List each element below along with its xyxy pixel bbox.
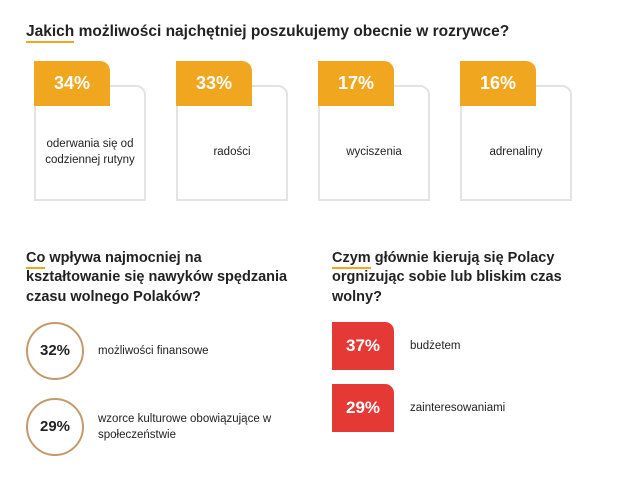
ring-label: możliwości finansowe <box>98 343 209 359</box>
section2-title: Co wpływa najmocniej na kształtowanie si… <box>26 249 298 308</box>
stat-card-label: oderwania się od codziennej rutyny <box>44 137 136 168</box>
box-label: budżetem <box>410 340 461 352</box>
section2: Co wpływa najmocniej na kształtowanie si… <box>26 249 298 474</box>
box-label: zainteresowaniami <box>410 402 505 414</box>
ring-pct: 32% <box>26 322 84 380</box>
box-stat: 29% zainteresowaniami <box>332 384 604 432</box>
stat-card-pct: 17% <box>318 61 394 106</box>
bottom-columns: Co wpływa najmocniej na kształtowanie si… <box>26 249 604 474</box>
stat-card-pct: 34% <box>34 61 110 106</box>
ring-label: wzorce kulturowe obowiązujące w społecze… <box>98 411 298 443</box>
section1-cards: 34% oderwania się od codziennej rutyny 3… <box>26 61 604 201</box>
section2-title-lead: Co <box>26 250 45 269</box>
box-pct: 29% <box>332 384 394 432</box>
section1-title-rest: możliwości najchętniej poszukujemy obecn… <box>74 23 509 40</box>
ring-stat: 32% możliwości finansowe <box>26 322 298 380</box>
section3-title: Czym głównie kierują się Polacy orgnizuj… <box>332 249 604 308</box>
stat-card: 34% oderwania się od codziennej rutyny <box>34 61 146 201</box>
stat-card-label: radości <box>213 145 250 161</box>
section3: Czym głównie kierują się Polacy orgnizuj… <box>332 249 604 474</box>
section2-title-rest: wpływa najmocniej na kształtowanie się n… <box>26 250 287 305</box>
section3-title-lead: Czym <box>332 250 371 269</box>
stat-card-pct: 16% <box>460 61 536 106</box>
ring-pct: 29% <box>26 398 84 456</box>
stat-card: 17% wyciszenia <box>318 61 430 201</box>
infographic-page: Jakich możliwości najchętniej poszukujem… <box>0 0 630 500</box>
stat-card: 16% adrenaliny <box>460 61 572 201</box>
stat-card-label: adrenaliny <box>489 145 542 161</box>
box-pct: 37% <box>332 322 394 370</box>
stat-card-pct: 33% <box>176 61 252 106</box>
ring-stat: 29% wzorce kulturowe obowiązujące w społ… <box>26 398 298 456</box>
box-stat: 37% budżetem <box>332 322 604 370</box>
section1-title-lead: Jakich <box>26 23 74 43</box>
stat-card-label: wyciszenia <box>346 145 402 161</box>
section1-title: Jakich możliwości najchętniej poszukujem… <box>26 22 604 43</box>
stat-card: 33% radości <box>176 61 288 201</box>
